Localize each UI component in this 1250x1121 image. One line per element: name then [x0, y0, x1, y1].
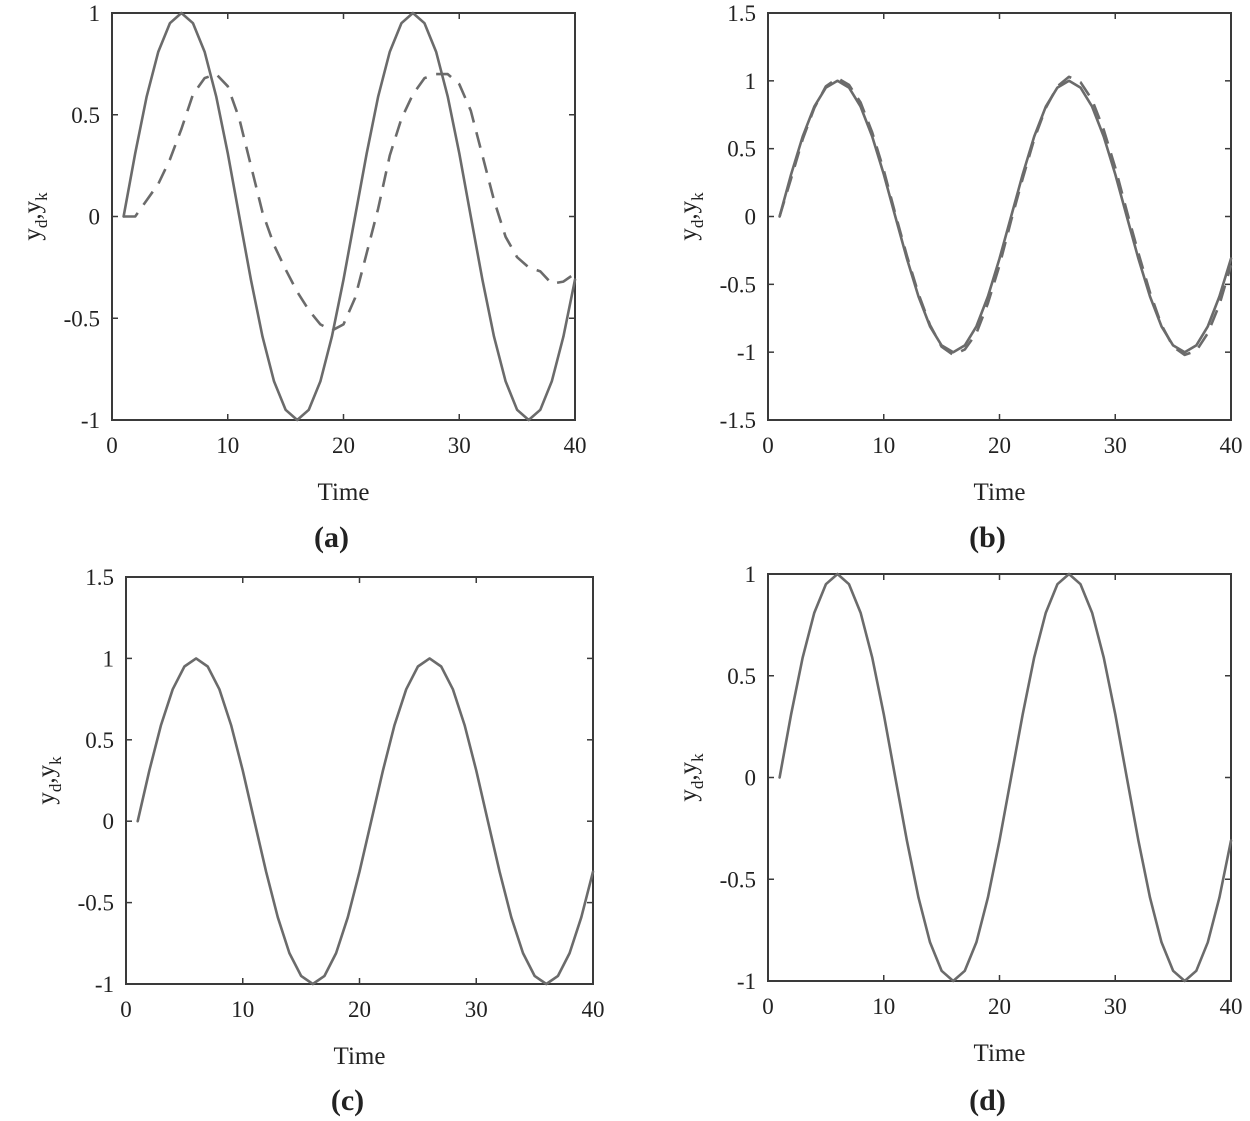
- y-tick-label: -1.5: [720, 408, 756, 433]
- x-tick-label: 30: [465, 997, 488, 1022]
- panel-label: (b): [969, 521, 1006, 554]
- x-tick-label: 40: [1220, 994, 1243, 1019]
- x-tick-label: 0: [106, 433, 118, 458]
- y-label-part: y: [675, 789, 702, 802]
- y-tick-label: -0.5: [64, 306, 100, 331]
- x-tick-label: 30: [1104, 994, 1127, 1019]
- y-label-part: y: [33, 792, 60, 805]
- x-tick-label: 0: [120, 997, 132, 1022]
- panel-label: (d): [969, 1084, 1006, 1117]
- y-label-subscript: d: [46, 783, 65, 792]
- y-tick-label: 1.5: [85, 565, 114, 590]
- y-tick-label: 0.5: [727, 137, 756, 162]
- y-tick-label: 0: [745, 205, 757, 230]
- y-label-part: y: [33, 764, 60, 777]
- series-line-solid: [136, 657, 595, 986]
- y-axis-label: yd,yk: [675, 753, 707, 802]
- panel-label: (a): [314, 521, 349, 554]
- y-label-part: y: [675, 200, 702, 213]
- x-tick-label: 20: [332, 433, 355, 458]
- y-label-subscript: d: [688, 219, 707, 228]
- x-tick-label: 30: [448, 433, 471, 458]
- y-label-part: ,: [675, 774, 702, 780]
- y-label-part: ,: [19, 213, 46, 219]
- y-label-part: y: [675, 228, 702, 241]
- x-axis-label: Time: [334, 1043, 386, 1070]
- y-label-subscript: k: [688, 753, 707, 762]
- y-label-part: y: [19, 200, 46, 213]
- x-tick-label: 40: [564, 433, 587, 458]
- x-tick-label: 40: [582, 997, 605, 1022]
- x-tick-label: 0: [762, 433, 774, 458]
- y-label-subscript: k: [32, 192, 51, 201]
- x-axis-label: Time: [974, 1040, 1026, 1067]
- y-tick-label: -1: [81, 408, 100, 433]
- x-tick-label: 40: [1220, 433, 1243, 458]
- y-tick-label: 1: [89, 1, 101, 26]
- y-tick-label: -1: [737, 340, 756, 365]
- series-line-solid: [778, 572, 1233, 983]
- x-tick-label: 10: [872, 433, 895, 458]
- y-label-subscript: k: [688, 192, 707, 201]
- series-line-solid: [778, 79, 1233, 354]
- x-tick-label: 30: [1104, 433, 1127, 458]
- x-tick-label: 20: [988, 433, 1011, 458]
- y-tick-label: -1: [95, 972, 114, 997]
- y-tick-label: 1: [103, 646, 115, 671]
- y-tick-label: 0.5: [71, 103, 100, 128]
- x-tick-label: 20: [348, 997, 371, 1022]
- y-label-subscript: d: [32, 219, 51, 228]
- y-tick-label: -0.5: [720, 867, 756, 892]
- y-label-part: y: [675, 761, 702, 774]
- axes-frame: [767, 573, 1232, 982]
- y-tick-label: -1: [737, 969, 756, 994]
- x-tick-label: 20: [988, 994, 1011, 1019]
- axes-frame: [111, 12, 576, 421]
- x-tick-label: 10: [872, 994, 895, 1019]
- y-tick-label: 0.5: [85, 728, 114, 753]
- series-line-solid: [122, 11, 577, 422]
- y-axis-label: yd,yk: [675, 192, 707, 241]
- x-axis-label: Time: [974, 479, 1026, 506]
- y-tick-label: 0: [103, 809, 115, 834]
- y-tick-label: 1: [745, 69, 757, 94]
- y-tick-label: -0.5: [78, 891, 114, 916]
- x-tick-label: 0: [762, 994, 774, 1019]
- y-label-part: y: [19, 228, 46, 241]
- axes-frame: [125, 576, 594, 985]
- panel-label: (c): [331, 1084, 364, 1117]
- y-tick-label: 1: [745, 562, 757, 587]
- y-tick-label: 0: [745, 766, 757, 791]
- y-label-subscript: d: [688, 780, 707, 789]
- x-tick-label: 10: [216, 433, 239, 458]
- series-line-dashed: [123, 72, 576, 332]
- series-line-dashed: [778, 75, 1233, 357]
- y-label-subscript: k: [46, 756, 65, 765]
- y-tick-label: -0.5: [720, 272, 756, 297]
- y-label-part: ,: [675, 213, 702, 219]
- y-tick-label: 0.5: [727, 664, 756, 689]
- y-tick-label: 1.5: [727, 1, 756, 26]
- y-tick-label: 0: [89, 205, 101, 230]
- axes-frame: [767, 12, 1232, 421]
- x-axis-label: Time: [318, 479, 370, 506]
- y-axis-label: yd,yk: [33, 756, 65, 805]
- y-label-part: ,: [33, 777, 60, 783]
- x-tick-label: 10: [231, 997, 254, 1022]
- y-axis-label: yd,yk: [19, 192, 51, 241]
